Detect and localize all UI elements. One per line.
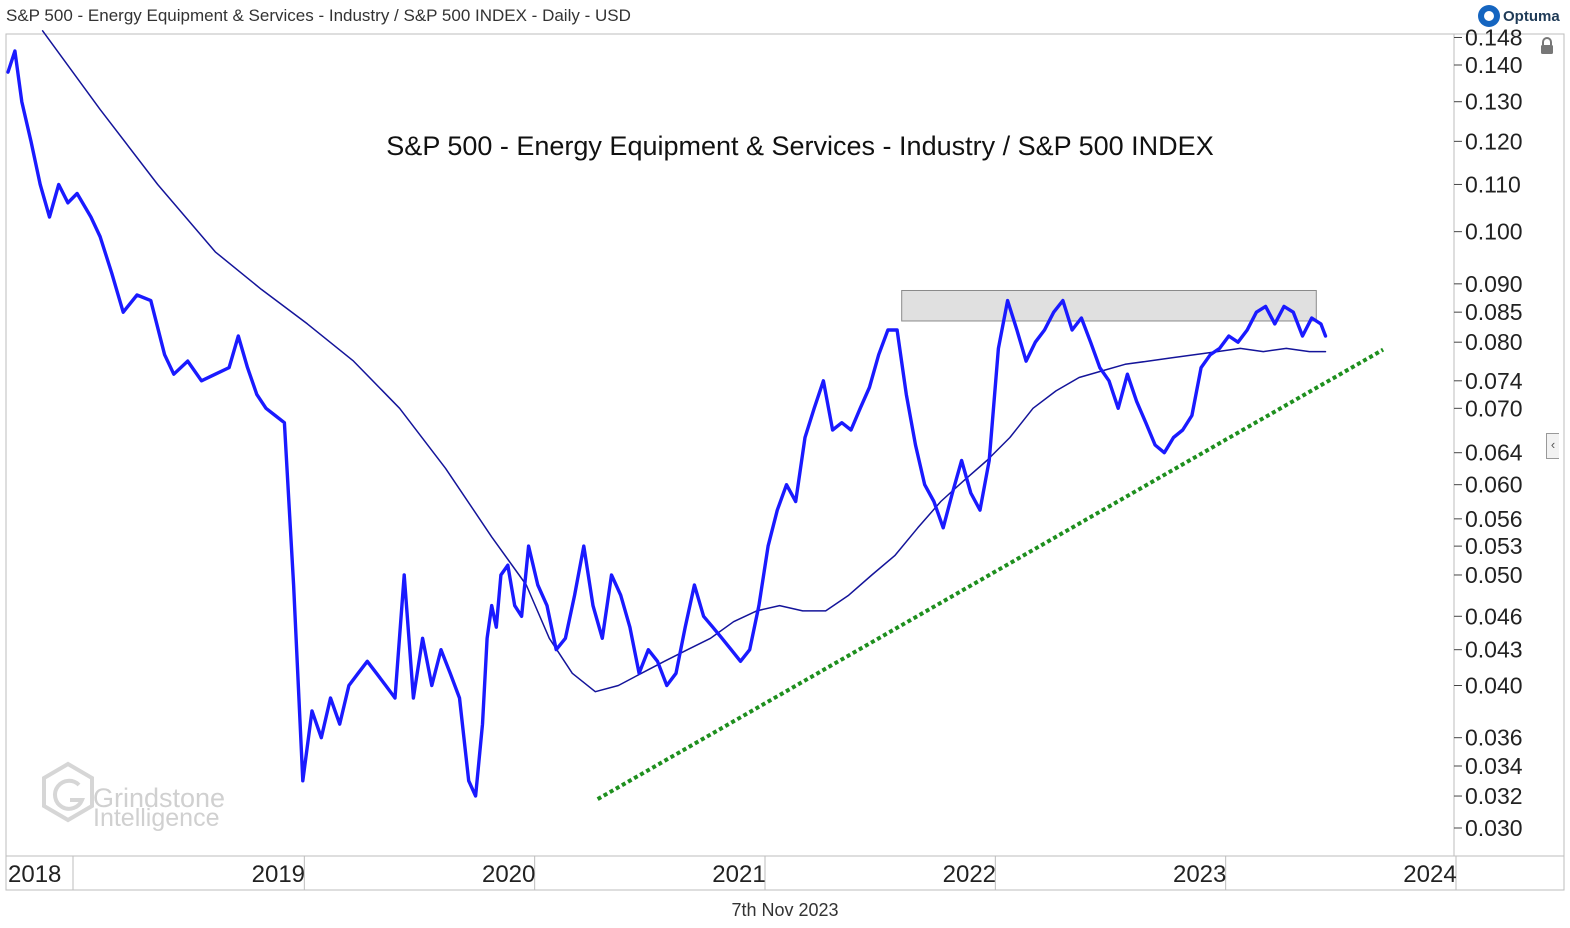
y-tick-label: 0.064 bbox=[1465, 440, 1523, 466]
chart-header-title: S&P 500 - Energy Equipment & Services - … bbox=[6, 6, 631, 25]
chevron-left-icon[interactable]: ‹ bbox=[1546, 433, 1559, 459]
y-tick-label: 0.120 bbox=[1465, 128, 1523, 154]
support-trendline bbox=[596, 347, 1385, 801]
brand-name: Optuma bbox=[1503, 7, 1560, 25]
y-tick-label: 0.053 bbox=[1465, 533, 1523, 559]
y-tick-label: 0.032 bbox=[1465, 783, 1523, 809]
y-tick-label: 0.140 bbox=[1465, 52, 1523, 78]
x-tick-label: 2023 bbox=[1173, 861, 1226, 888]
y-tick-label: 0.070 bbox=[1465, 395, 1523, 421]
optuma-logo-icon bbox=[1478, 5, 1500, 27]
y-tick-label: 0.074 bbox=[1465, 368, 1523, 394]
watermark-line1: Grindstone bbox=[93, 783, 225, 813]
y-tick-label: 0.040 bbox=[1465, 673, 1523, 699]
resistance-zone bbox=[901, 289, 1317, 322]
optuma-brand: Optuma bbox=[1478, 4, 1560, 28]
x-tick-label: 2022 bbox=[943, 861, 996, 888]
footer-date: 7th Nov 2023 bbox=[731, 900, 839, 920]
x-tick-label: 2021 bbox=[712, 861, 765, 888]
y-tick-label: 0.046 bbox=[1465, 603, 1523, 629]
y-tick-label: 0.056 bbox=[1465, 506, 1523, 532]
watermark-hexagon-icon bbox=[42, 761, 94, 823]
x-tick-label: 2020 bbox=[482, 861, 535, 888]
y-tick-label: 0.030 bbox=[1465, 815, 1523, 841]
moving-average-line bbox=[41, 30, 1327, 693]
y-tick-label: 0.110 bbox=[1465, 171, 1521, 197]
y-tick-label: 0.060 bbox=[1465, 472, 1523, 498]
lock-icon[interactable] bbox=[1537, 36, 1557, 56]
y-tick-label: 0.130 bbox=[1465, 89, 1523, 115]
watermark-line2: Intelligence bbox=[93, 804, 219, 832]
axes-frame bbox=[5, 33, 1565, 891]
chart-title: S&P 500 - Energy Equipment & Services - … bbox=[386, 131, 1213, 161]
x-tick-label: 2024 bbox=[1403, 861, 1456, 888]
y-tick-label: 0.148 bbox=[1465, 24, 1523, 50]
x-tick-label: 2019 bbox=[252, 861, 305, 888]
y-tick-label: 0.085 bbox=[1465, 299, 1523, 325]
y-tick-label: 0.036 bbox=[1465, 725, 1523, 751]
y-tick-label: 0.080 bbox=[1465, 329, 1523, 355]
y-tick-label: 0.034 bbox=[1465, 753, 1523, 779]
price-ratio-line bbox=[6, 49, 1328, 798]
watermark: Grindstone Intelligence bbox=[42, 761, 225, 832]
x-tick-label: 2018 bbox=[8, 861, 61, 888]
y-tick-label: 0.100 bbox=[1465, 219, 1523, 245]
y-tick-label: 0.090 bbox=[1465, 271, 1523, 297]
y-tick-label: 0.050 bbox=[1465, 562, 1523, 588]
y-tick-label: 0.043 bbox=[1465, 637, 1523, 663]
